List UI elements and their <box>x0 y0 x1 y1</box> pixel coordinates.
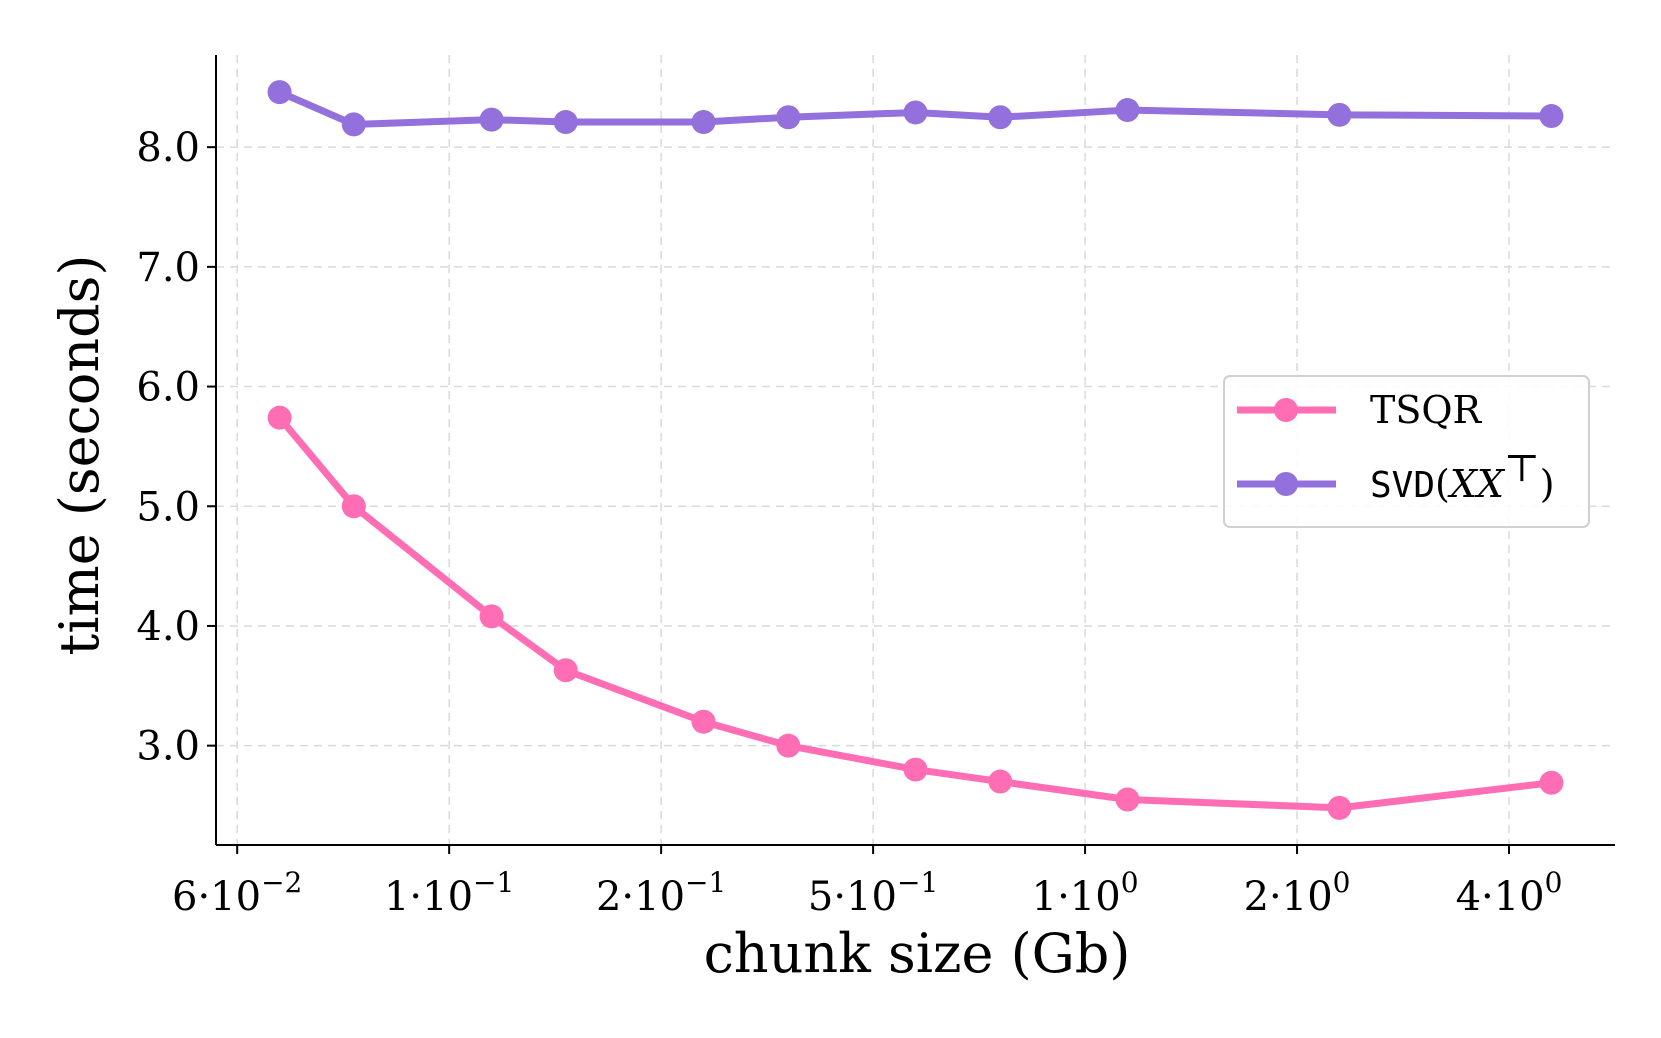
data-point-tsqr <box>988 769 1013 794</box>
data-point-svd <box>776 105 801 130</box>
x-tick-label: 2·10−1 <box>596 866 726 920</box>
legend-label-svd-paren-close: ) <box>1540 462 1555 506</box>
data-point-svd <box>903 100 928 125</box>
y-tick-label: 5.0 <box>136 484 200 530</box>
legend-label-svd-paren-open: ( <box>1435 462 1450 506</box>
data-point-svd <box>1327 102 1352 127</box>
data-point-tsqr <box>1539 770 1564 795</box>
data-point-svd <box>1539 104 1564 129</box>
series-layer <box>267 80 1564 820</box>
legend-marker-tsqr <box>1274 398 1298 422</box>
axes <box>207 55 1615 854</box>
legend-frame <box>1223 375 1590 528</box>
legend-entry-tsqr: TSQR <box>1237 388 1483 432</box>
x-axis-title: chunk size (Gb) <box>704 922 1131 985</box>
data-point-svd <box>1115 98 1140 123</box>
x-tick-label: 5·10−1 <box>808 866 938 920</box>
x-tick-label: 1·10−1 <box>384 866 514 920</box>
data-point-tsqr <box>267 405 292 430</box>
x-tick-label: 2·100 <box>1244 866 1351 920</box>
legend-label-svd-math: XX <box>1447 462 1506 506</box>
x-tick-label: 1·100 <box>1032 866 1139 920</box>
data-point-tsqr <box>553 658 578 683</box>
y-tick-label: 4.0 <box>136 604 200 650</box>
data-point-tsqr <box>903 757 928 782</box>
data-point-tsqr <box>1115 787 1140 812</box>
y-tick-label: 6.0 <box>136 365 200 411</box>
data-point-tsqr <box>479 604 504 629</box>
y-tick-label: 8.0 <box>136 125 200 171</box>
data-point-svd <box>988 105 1013 130</box>
x-tick-label: 6·10−2 <box>172 866 302 920</box>
tick-labels: 6·10−2 1·10−1 2·10−1 5·10−1 1·100 2·100 4·100 3… <box>136 125 1562 920</box>
y-tick-label: 7.0 <box>136 245 200 291</box>
y-axis-title: time (seconds) <box>48 255 111 656</box>
data-point-svd <box>341 112 366 137</box>
data-point-svd <box>691 110 716 135</box>
legend-label-svd-sup: ⊤ <box>1504 446 1540 490</box>
legend-label-svd: SVD(XX⊤) <box>1370 446 1555 506</box>
y-tick-label: 3.0 <box>136 724 200 770</box>
data-point-tsqr <box>341 494 366 519</box>
data-point-svd <box>267 80 292 105</box>
x-tick-label: 4·100 <box>1456 866 1563 920</box>
data-point-tsqr <box>1327 795 1352 820</box>
legend: TSQR SVD(XX⊤) <box>1223 375 1590 528</box>
legend-entry-svd: SVD(XX⊤) <box>1237 446 1555 506</box>
legend-label-svd-func: SVD <box>1370 465 1435 506</box>
data-point-svd <box>553 110 578 135</box>
data-point-svd <box>479 107 504 132</box>
legend-label-tsqr: TSQR <box>1370 388 1483 432</box>
data-point-tsqr <box>776 733 801 758</box>
data-point-tsqr <box>691 709 716 734</box>
legend-marker-svd <box>1274 472 1298 496</box>
